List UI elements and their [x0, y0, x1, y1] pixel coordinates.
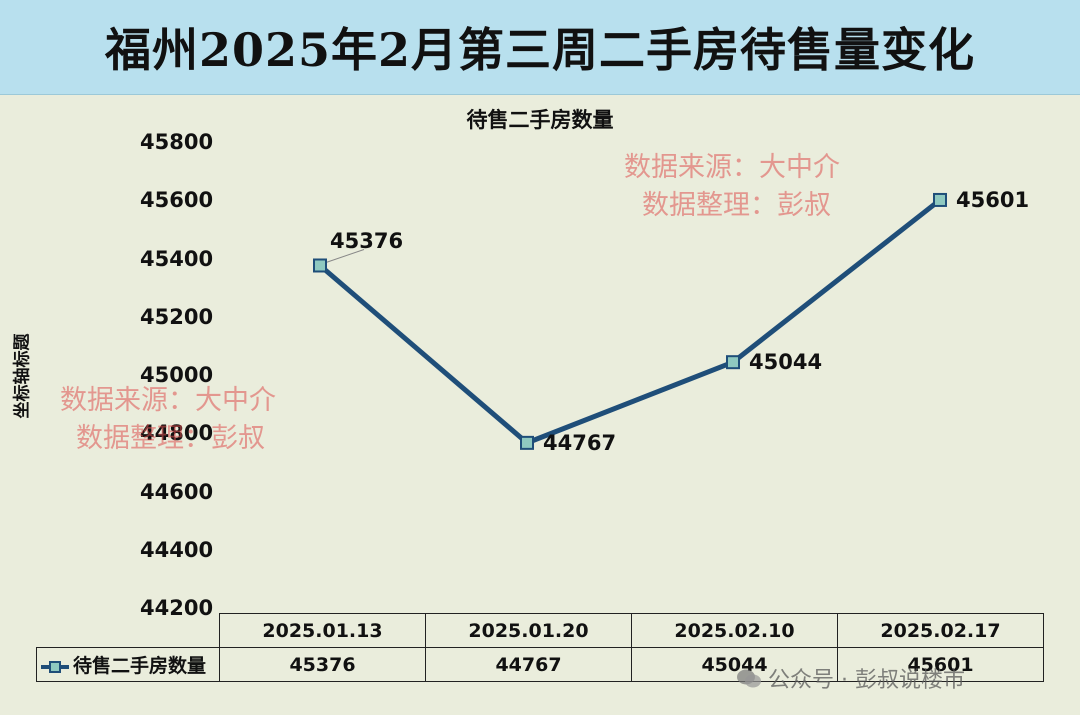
table-category: 2025.02.10	[631, 613, 838, 648]
title-banner: 福州2025年2月第三周二手房待售量变化	[0, 0, 1080, 95]
y-tick-label: 44600	[140, 479, 214, 504]
data-label: 45376	[330, 229, 404, 254]
table-cell: 45044	[631, 647, 838, 682]
table-category: 2025.01.13	[219, 613, 426, 648]
watermark-editor: 数据整理：彭叔	[642, 190, 831, 221]
label-leader-line	[325, 249, 365, 263]
series-line	[318, 197, 942, 446]
data-point	[313, 258, 327, 273]
legend-entry: 待售二手房数量	[36, 647, 220, 682]
brand-text: 公众号 · 彭叔说楼市	[768, 668, 965, 693]
chart-area	[0, 95, 1080, 715]
data-label: 45601	[956, 187, 1030, 212]
data-point	[726, 355, 740, 370]
table-cell: 45601	[837, 647, 1044, 682]
table-row: 待售二手房数量 45376 44767 45044 45601	[36, 647, 1044, 682]
page-title: 福州2025年2月第三周二手房待售量变化	[104, 23, 976, 77]
y-tick-label: 45400	[140, 246, 214, 271]
y-tick-label: 45800	[140, 130, 214, 154]
y-tick-label: 45000	[140, 363, 214, 387]
y-tick-label: 44400	[140, 537, 214, 562]
table-cell: 45376	[219, 647, 426, 682]
table-cell: 44767	[425, 647, 632, 682]
watermark-source: 数据来源：大中介	[624, 152, 840, 183]
y-tick-label: 45200	[140, 304, 214, 329]
table-category: 2025.01.20	[425, 613, 632, 648]
data-point	[520, 435, 534, 450]
data-label: 44767	[543, 430, 617, 455]
watermark-editor: 数据整理：彭叔	[76, 423, 265, 454]
y-tick-label: 44800	[140, 421, 214, 446]
legend-line-marker-icon	[41, 660, 69, 673]
legend-label: 待售二手房数量	[73, 655, 207, 677]
data-label: 45044	[749, 350, 823, 375]
y-tick-label: 45600	[140, 188, 214, 213]
table-header-row: 2025.01.13 2025.01.20 2025.02.10 2025.02…	[36, 613, 1044, 648]
data-point	[933, 192, 947, 207]
wechat-icon	[737, 669, 761, 688]
data-table: 2025.01.13 2025.01.20 2025.02.10 2025.02…	[36, 613, 1044, 682]
table-category: 2025.02.17	[837, 613, 1044, 648]
watermark-source: 数据来源：大中介	[60, 385, 276, 416]
chart-title: 待售二手房数量	[466, 108, 614, 132]
table-corner	[36, 613, 220, 648]
